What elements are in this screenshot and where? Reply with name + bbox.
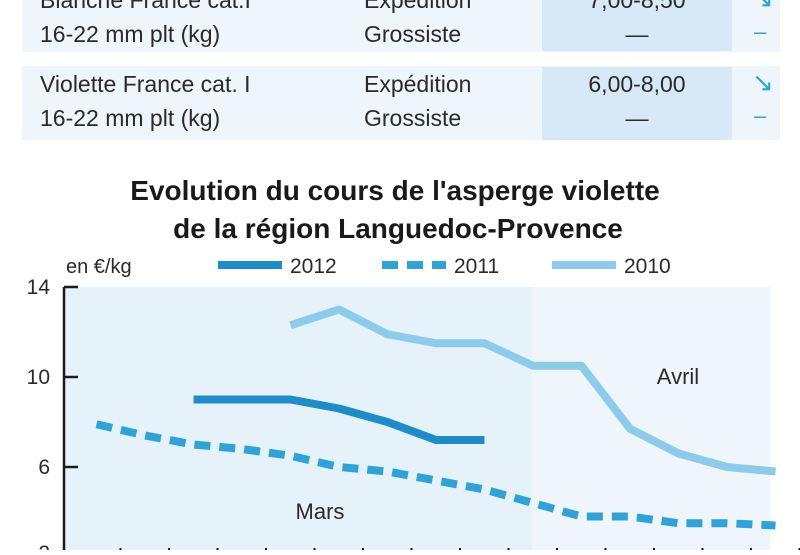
avril-background xyxy=(532,287,770,550)
price-cell: 6,00-8,00 — xyxy=(542,67,732,140)
price-cell: 7,00-8,50 — xyxy=(542,0,732,51)
trend-cell: ↘ – xyxy=(740,67,780,128)
price-expedition: 7,00-8,50 xyxy=(588,0,686,13)
series-line-2012 xyxy=(193,395,485,444)
product-size: 16-22 mm plt (kg) xyxy=(40,105,221,131)
legend-label-2012: 2012 xyxy=(290,255,337,278)
trend-down-icon: ↘ xyxy=(752,0,774,14)
price-expedition: 6,00-8,00 xyxy=(588,71,686,97)
product-size: 16-22 mm plt (kg) xyxy=(40,21,221,47)
legend: 2012 2011 2010 xyxy=(218,255,671,278)
legend-label-2011: 2011 xyxy=(454,255,499,278)
trend-down-icon: ↘ xyxy=(752,67,774,97)
stage-cell: Expédition Grossiste xyxy=(364,67,471,135)
series-line-2010 xyxy=(289,305,776,476)
chart-title-line1: Evolution du cours de l'asperge violette xyxy=(130,175,659,206)
product-name: Blanche France cat.I xyxy=(40,0,251,13)
table-row: Blanche France cat.I 16-22 mm plt (kg) E… xyxy=(22,0,780,51)
trend-flat-icon: – xyxy=(754,19,767,44)
period-label-avril: Avril xyxy=(657,364,699,389)
y-tick-label: 2 xyxy=(38,542,50,550)
y-tick-label: 14 xyxy=(27,276,51,299)
price-table: Blanche France cat.I 16-22 mm plt (kg) E… xyxy=(22,0,780,140)
mars-background xyxy=(64,287,532,550)
price-evolution-chart: Evolution du cours de l'asperge violette… xyxy=(0,152,800,555)
stage-cell: Expédition Grossiste xyxy=(364,0,471,51)
table-row: Violette France cat. I 16-22 mm plt (kg)… xyxy=(22,67,780,140)
chart-title-line2: de la région Languedoc-Provence xyxy=(173,213,623,244)
series-line-2011 xyxy=(95,420,776,530)
stage-expedition: Expédition xyxy=(364,0,472,13)
trend-cell: ↘ – xyxy=(740,0,780,44)
stage-grossiste: Grossiste xyxy=(364,105,462,131)
series-group xyxy=(95,305,776,530)
period-label-mars: Mars xyxy=(296,499,345,524)
y-tick-label: 6 xyxy=(38,456,50,479)
stage-expedition: Expédition xyxy=(364,71,472,97)
chart-svg: Evolution du cours de l'asperge violette… xyxy=(27,175,800,555)
trend-flat-icon: – xyxy=(754,103,767,128)
row-divider xyxy=(22,52,780,66)
y-tick-label: 10 xyxy=(27,366,50,389)
price-grossiste: — xyxy=(625,105,649,131)
price-grossiste: — xyxy=(625,21,649,47)
product-name: Violette France cat. I xyxy=(40,71,251,97)
stage-grossiste: Grossiste xyxy=(364,21,462,47)
product-cell: Blanche France cat.I 16-22 mm plt (kg) xyxy=(40,0,251,51)
product-cell: Violette France cat. I 16-22 mm plt (kg) xyxy=(40,67,251,135)
legend-label-2010: 2010 xyxy=(624,255,671,278)
y-axis-label: en €/kg xyxy=(66,256,132,278)
